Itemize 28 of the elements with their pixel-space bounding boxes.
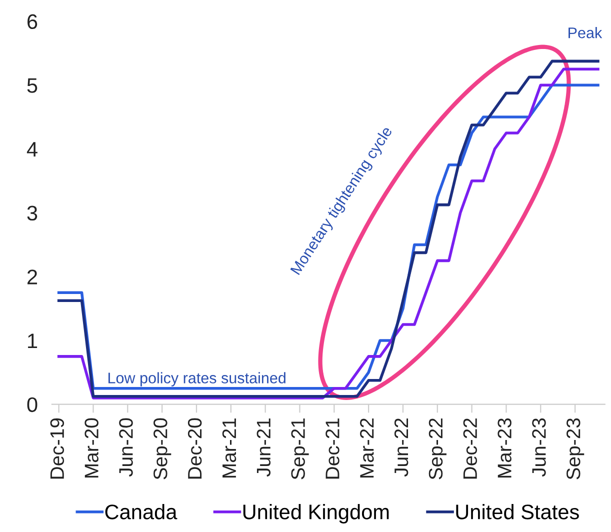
y-tick-label: 1 <box>28 334 38 348</box>
x-tick-label: Jun-22 <box>394 418 408 477</box>
x-tick-label: Mar-22 <box>360 418 374 478</box>
x-tick-label: Dec-20 <box>188 418 202 479</box>
x-tick-label: Mar-23 <box>498 418 512 478</box>
y-tick-label: 6 <box>28 14 38 30</box>
x-tick-label: Mar-21 <box>222 418 236 478</box>
legend-label: United Kingdom <box>243 504 389 524</box>
x-tick-label: Mar-20 <box>84 418 98 478</box>
y-tick-label: 3 <box>27 206 38 221</box>
x-tick-label: Sep-20 <box>154 418 172 480</box>
y-tick-label: 2 <box>28 270 37 284</box>
legend-label: United States <box>456 504 579 520</box>
x-tick-label: Sep-21 <box>291 418 309 480</box>
y-tick-label: 4 <box>26 142 38 157</box>
y-tick-label: 5 <box>27 78 38 93</box>
x-tick-label: Sep-23 <box>566 418 584 480</box>
x-tick-label: Sep-22 <box>428 418 446 480</box>
annotation: Peak <box>568 27 602 38</box>
x-tick-label: Jun-20 <box>119 418 133 477</box>
annotation: Low policy rates sustained <box>108 372 286 386</box>
x-tick-label: Jun-23 <box>532 418 546 477</box>
x-tick-label: Dec-19 <box>50 418 64 479</box>
x-tick-label: Jun-21 <box>256 418 271 477</box>
legend-label: Canada <box>105 504 178 520</box>
y-tick-label: 0 <box>27 397 38 412</box>
x-tick-label: Dec-21 <box>326 418 340 479</box>
x-tick-label: Dec-22 <box>463 418 478 479</box>
